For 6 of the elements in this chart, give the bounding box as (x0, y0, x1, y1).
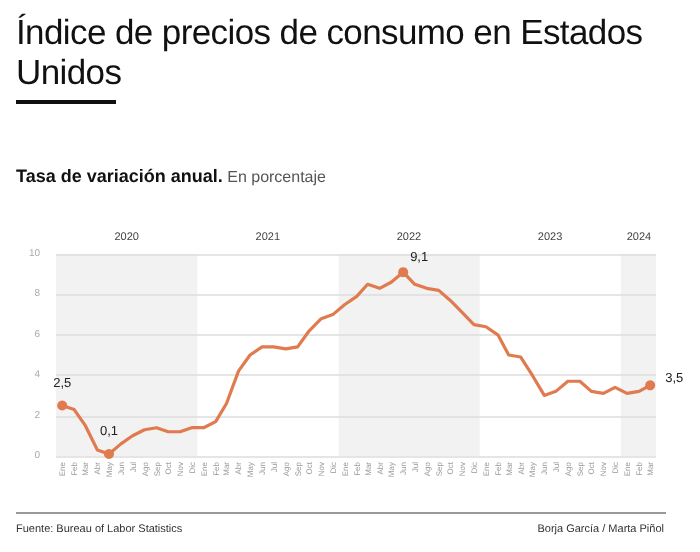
point (103, 448, 114, 459)
chart-title: Índice de precios de consumo en Estados Unidos (16, 12, 645, 92)
point (398, 267, 409, 278)
point (57, 400, 68, 411)
point (645, 380, 656, 391)
chart-subtitle: Tasa de variación anual. En porcentaje (16, 166, 326, 186)
